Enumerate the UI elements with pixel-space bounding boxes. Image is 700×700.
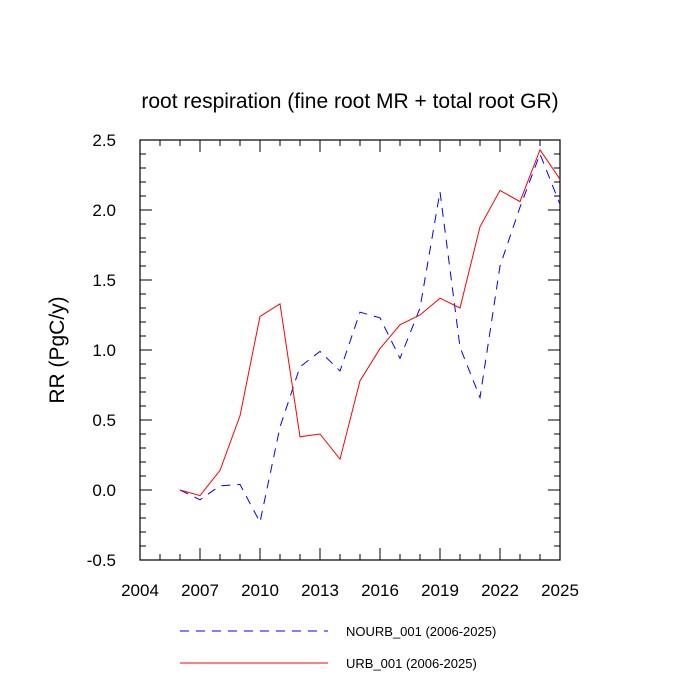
y-axis-label: RR (PgC/y) (46, 296, 69, 403)
x-tick-labels: 2004 2007 2010 2013 2016 2019 2022 2025 (121, 581, 579, 600)
y-tick-label: 2.5 (92, 131, 116, 150)
chart-title: root respiration (fine root MR + total r… (141, 90, 558, 113)
axis-ticks (139, 139, 561, 561)
series-line-nourb-001 (179, 152, 561, 524)
series-line-urb-001 (179, 148, 561, 497)
x-tick-label: 2013 (301, 581, 339, 600)
y-tick-label: 0.5 (92, 411, 116, 430)
y-tick-label: 1.5 (92, 271, 116, 290)
y-tick-label: 2.0 (92, 201, 116, 220)
x-tick-label: 2022 (481, 581, 519, 600)
x-tick-label: 2025 (541, 581, 579, 600)
y-tick-label: 0.0 (92, 481, 116, 500)
x-tick-label: 2010 (241, 581, 279, 600)
x-tick-label: 2004 (121, 581, 159, 600)
legend-label: URB_001 (2006-2025) (346, 656, 477, 671)
plot-frame (139, 139, 561, 561)
x-tick-label: 2007 (181, 581, 219, 600)
x-tick-label: 2016 (361, 581, 399, 600)
legend: NOURB_001 (2006-2025) URB_001 (2006-2025) (180, 624, 496, 671)
y-tick-label: 1.0 (92, 341, 116, 360)
series-lines (179, 148, 561, 524)
legend-label: NOURB_001 (2006-2025) (346, 624, 496, 639)
y-tick-labels: -0.5 0.0 0.5 1.0 1.5 2.0 2.5 (87, 131, 116, 570)
x-tick-label: 2019 (421, 581, 459, 600)
y-tick-label: -0.5 (87, 551, 116, 570)
